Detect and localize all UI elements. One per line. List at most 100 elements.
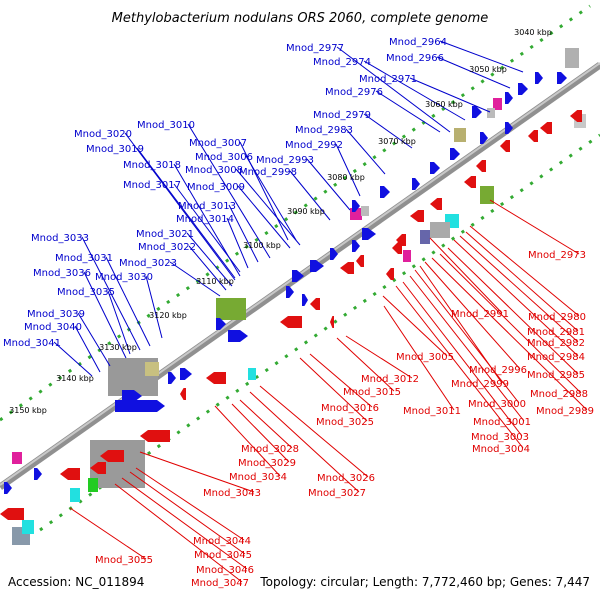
reverse-gene-label[interactable]: Mnod_3047 <box>191 578 249 589</box>
accession-label: Accession: NC_011894 <box>8 575 144 589</box>
block-olive <box>145 362 159 376</box>
forward-gene-arrow <box>115 400 165 412</box>
reverse-gene-label[interactable]: Mnod_3045 <box>194 550 252 561</box>
forward-gene-label[interactable]: Mnod_3039 <box>27 309 85 320</box>
reverse-gene-label[interactable]: Mnod_3043 <box>203 488 261 499</box>
forward-label-leader <box>107 290 131 355</box>
forward-gene-label[interactable]: Mnod_3035 <box>57 287 115 298</box>
reverse-gene-label[interactable]: Mnod_3011 <box>403 406 461 417</box>
forward-gene-arrow <box>330 248 338 260</box>
forward-gene-label[interactable]: Mnod_3014 <box>176 214 234 225</box>
reverse-gene-label[interactable]: Mnod_2989 <box>536 406 594 417</box>
forward-gene-label[interactable]: Mnod_3007 <box>189 138 247 149</box>
forward-gene-label[interactable]: Mnod_2983 <box>295 125 353 136</box>
block-navy <box>420 230 430 244</box>
forward-gene-label[interactable]: Mnod_2979 <box>313 110 371 121</box>
reverse-gene-arrow <box>206 372 226 384</box>
forward-label-leader <box>173 163 241 277</box>
forward-gene-label[interactable]: Mnod_2964 <box>389 37 447 48</box>
reverse-gene-arrow <box>386 268 394 280</box>
forward-gene-label[interactable]: Mnod_3036 <box>33 268 91 279</box>
forward-gene-label[interactable]: Mnod_3031 <box>55 253 113 264</box>
reverse-gene-label[interactable]: Mnod_3046 <box>196 565 254 576</box>
forward-label-leader <box>228 204 259 263</box>
reverse-gene-label[interactable]: Mnod_3005 <box>396 352 454 363</box>
reverse-gene-label[interactable]: Mnod_3028 <box>241 444 299 455</box>
forward-gene-label[interactable]: Mnod_3008 <box>185 165 243 176</box>
reverse-gene-label[interactable]: Mnod_3001 <box>473 417 531 428</box>
forward-gene-arrow <box>180 368 192 380</box>
reverse-gene-label[interactable]: Mnod_2999 <box>451 379 509 390</box>
reverse-gene-label[interactable]: Mnod_2980 <box>528 312 586 323</box>
forward-gene-label[interactable]: Mnod_3009 <box>187 182 245 193</box>
reverse-label-leader <box>214 405 281 477</box>
reverse-gene-label[interactable]: Mnod_3004 <box>472 444 530 455</box>
forward-gene-label[interactable]: Mnod_3017 <box>123 180 181 191</box>
forward-gene-label[interactable]: Mnod_2971 <box>359 74 417 85</box>
forward-gene-arrow <box>362 228 376 240</box>
forward-gene-arrow <box>4 482 12 494</box>
reverse-gene-label[interactable]: Mnod_3000 <box>468 399 526 410</box>
forward-gene-label[interactable]: Mnod_3018 <box>123 160 181 171</box>
block-olive <box>480 186 494 204</box>
reverse-label-leader <box>135 467 245 541</box>
forward-gene-label[interactable]: Mnod_3033 <box>31 233 89 244</box>
forward-gene-arrow <box>380 186 390 198</box>
reverse-gene-label[interactable]: Mnod_2988 <box>530 389 588 400</box>
reverse-gene-label[interactable]: Mnod_3055 <box>95 555 153 566</box>
reverse-gene-label[interactable]: Mnod_3016 <box>321 403 379 414</box>
reverse-gene-label[interactable]: Mnod_3015 <box>343 387 401 398</box>
reverse-gene-label[interactable]: Mnod_2981 <box>527 327 585 338</box>
forward-gene-label[interactable]: Mnod_2977 <box>286 43 344 54</box>
reverse-gene-label[interactable]: Mnod_2991 <box>451 309 509 320</box>
reverse-gene-label[interactable]: Mnod_2982 <box>527 338 585 349</box>
forward-gene-label[interactable]: Mnod_2974 <box>313 57 371 68</box>
forward-gene-label[interactable]: Mnod_3020 <box>74 129 132 140</box>
forward-gene-label[interactable]: Mnod_2993 <box>256 155 314 166</box>
reverse-gene-arrow <box>464 176 476 188</box>
reverse-gene-label[interactable]: Mnod_3012 <box>361 374 419 385</box>
reverse-label-leader <box>453 239 579 357</box>
block-grey <box>361 206 369 216</box>
forward-gene-label[interactable]: Mnod_3030 <box>95 272 153 283</box>
forward-gene-label[interactable]: Mnod_2992 <box>285 140 343 151</box>
reverse-gene-label[interactable]: Mnod_3029 <box>238 458 296 469</box>
reverse-gene-arrow <box>100 450 124 462</box>
reverse-label-leader <box>424 261 521 370</box>
forward-gene-arrow <box>228 330 248 342</box>
reverse-gene-label[interactable]: Mnod_2984 <box>527 352 585 363</box>
reverse-gene-label[interactable]: Mnod_3044 <box>193 536 251 547</box>
forward-gene-arrow <box>505 92 513 104</box>
forward-gene-arrow <box>518 83 528 95</box>
reverse-gene-label[interactable]: Mnod_2985 <box>527 370 585 381</box>
reverse-gene-label[interactable]: Mnod_3003 <box>471 432 529 443</box>
block-magenta <box>493 98 502 110</box>
forward-gene-label[interactable]: Mnod_3006 <box>195 152 253 163</box>
reverse-gene-label[interactable]: Mnod_3026 <box>317 473 375 484</box>
block-green <box>88 478 98 492</box>
forward-gene-label[interactable]: Mnod_3040 <box>24 322 82 333</box>
kbp-label: 3120 kbp <box>149 311 187 320</box>
reverse-gene-arrow <box>396 234 406 246</box>
forward-gene-label[interactable]: Mnod_3021 <box>136 229 194 240</box>
reverse-gene-label[interactable]: Mnod_2996 <box>469 365 527 376</box>
reverse-gene-label[interactable]: Mnod_3027 <box>308 488 366 499</box>
forward-gene-label[interactable]: Mnod_3013 <box>178 201 236 212</box>
forward-gene-arrow <box>505 122 513 134</box>
reverse-gene-label[interactable]: Mnod_3025 <box>316 417 374 428</box>
reverse-gene-arrow <box>476 160 486 172</box>
forward-gene-label[interactable]: Mnod_2998 <box>239 167 297 178</box>
block-cyan <box>248 368 256 380</box>
forward-gene-label[interactable]: Mnod_3022 <box>138 242 196 253</box>
forward-gene-arrow <box>302 294 308 306</box>
forward-gene-label[interactable]: Mnod_3010 <box>137 120 195 131</box>
reverse-gene-label[interactable]: Mnod_2973 <box>528 250 586 261</box>
forward-gene-label[interactable]: Mnod_2966 <box>386 53 444 64</box>
forward-gene-label[interactable]: Mnod_3023 <box>119 258 177 269</box>
reverse-label-leader <box>259 385 369 478</box>
forward-gene-label[interactable]: Mnod_2976 <box>325 87 383 98</box>
reverse-gene-label[interactable]: Mnod_3034 <box>229 472 287 483</box>
forward-gene-label[interactable]: Mnod_3019 <box>86 144 144 155</box>
forward-gene-label[interactable]: Mnod_3041 <box>3 338 61 349</box>
kbp-label: 3080 kbp <box>327 173 365 182</box>
